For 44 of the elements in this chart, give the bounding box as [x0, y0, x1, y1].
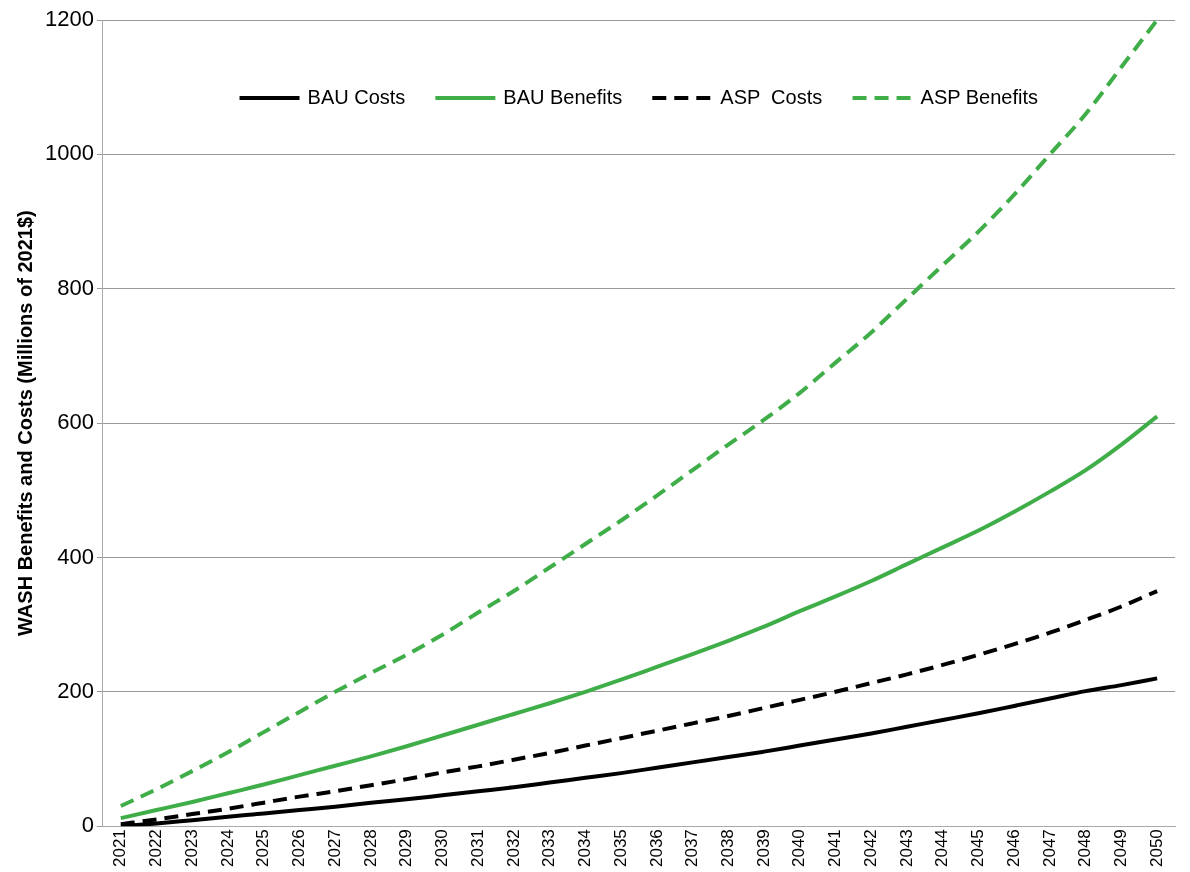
line-series	[118, 20, 1160, 809]
x-tick-label: 2046	[1003, 829, 1023, 868]
legend-label: BAU Costs	[307, 85, 406, 108]
legend-label: ASP Costs	[720, 85, 823, 108]
x-tick-label: 2034	[575, 829, 595, 868]
x-tick-label: 2048	[1075, 829, 1095, 868]
y-tick-label: 1200	[44, 6, 94, 32]
x-tick-label: 2040	[789, 829, 809, 868]
x-tick-label: 2045	[968, 829, 988, 868]
x-tick-label: 2049	[1111, 829, 1131, 868]
x-tick-label: 2043	[896, 829, 916, 868]
x-tick-label: 2037	[682, 829, 702, 868]
x-tick-label: 2023	[181, 829, 201, 868]
y-axis-title: WASH Benefits and Costs (Millions of 2021$)	[13, 210, 36, 636]
legend-label: BAU Benefits	[503, 85, 623, 108]
y-tick-label: 0	[81, 812, 94, 838]
x-tick-label: 2042	[860, 829, 880, 868]
y-tick-label: 400	[57, 543, 94, 569]
x-tick-label: 2039	[753, 829, 773, 868]
y-tick-label: 800	[57, 274, 94, 300]
x-tick-label: 2024	[217, 829, 237, 868]
y-tick-label: 600	[57, 409, 94, 435]
y-tick-label: 200	[57, 677, 94, 703]
x-tick-label: 2047	[1039, 829, 1059, 868]
x-tick-label: 2026	[289, 829, 309, 868]
x-tick-label: 2030	[432, 829, 452, 868]
x-tick-label: 2032	[503, 829, 523, 868]
x-tick-label: 2041	[825, 829, 845, 868]
x-tick-label: 2021	[110, 829, 130, 868]
x-tick-label: 2022	[146, 829, 166, 868]
legend-label: ASP Benefits	[920, 85, 1039, 108]
x-tick-label: 2027	[324, 829, 344, 868]
y-tick-label: 1000	[44, 140, 94, 166]
x-tick-label: 2050	[1146, 829, 1166, 868]
x-tick-label: 2025	[253, 829, 273, 868]
line-series	[118, 414, 1160, 821]
x-tick-label: 2044	[932, 829, 952, 868]
x-tick-label: 2028	[360, 829, 380, 868]
x-tick-label: 2029	[396, 829, 416, 868]
x-tick-label: 2036	[646, 829, 666, 868]
x-tick-label: 2031	[467, 829, 487, 868]
x-tick-label: 2038	[718, 829, 737, 868]
x-tick-label: 2035	[610, 829, 630, 868]
x-tick-label: 2033	[539, 829, 559, 868]
